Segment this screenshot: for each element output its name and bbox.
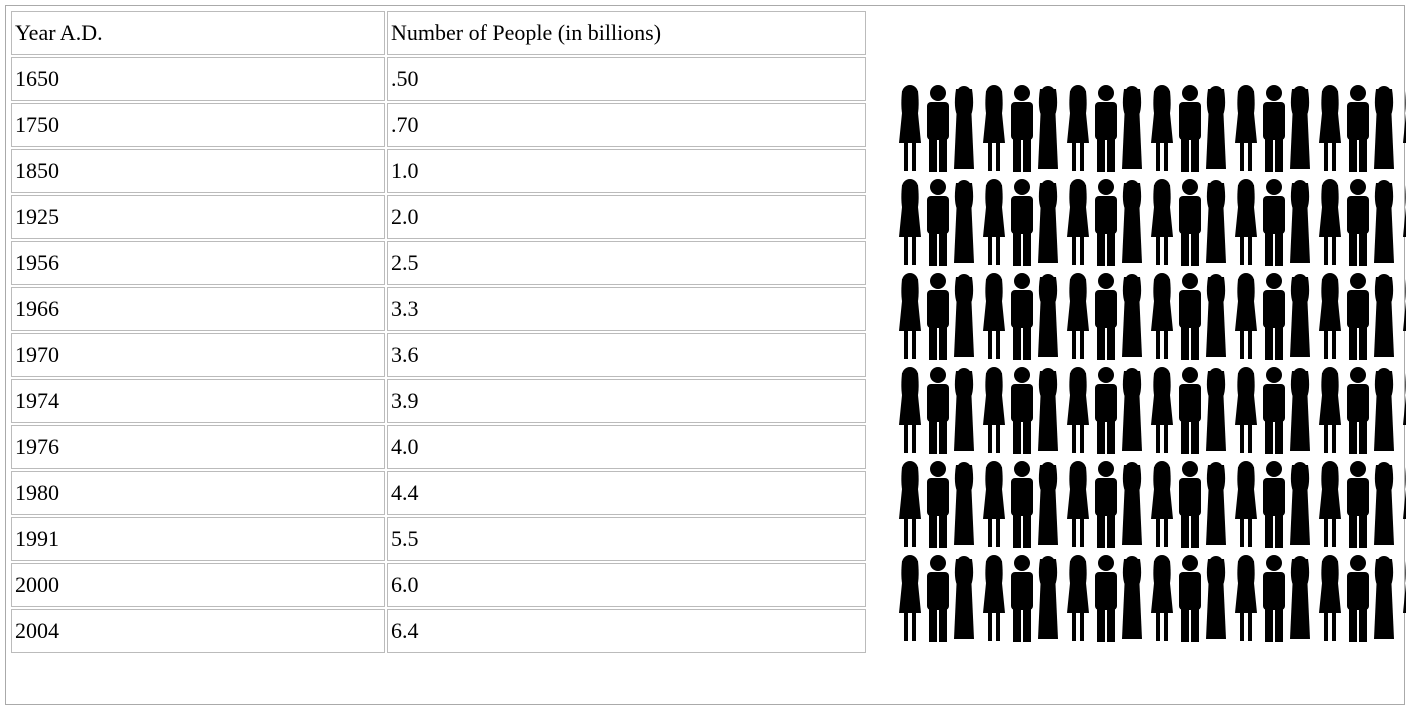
population-cell: 3.3 — [387, 287, 866, 331]
year-cell: 1976 — [11, 425, 385, 469]
population-cell: 6.0 — [387, 563, 866, 607]
year-cell: 1956 — [11, 241, 385, 285]
table-body: Year A.D. Number of People (in billions) 1… — [11, 11, 866, 653]
table-row: 2000 6.0 — [11, 563, 866, 607]
year-cell: 1974 — [11, 379, 385, 423]
population-table: Year A.D. Number of People (in billions) 1… — [9, 9, 868, 655]
year-cell: 1966 — [11, 287, 385, 331]
population-cell: 3.6 — [387, 333, 866, 377]
year-cell: 1650 — [11, 57, 385, 101]
layout-table: Year A.D. Number of People (in billions) 1… — [5, 5, 1406, 705]
table-row: 1925 2.0 — [11, 195, 866, 239]
table-row: 1991 5.5 — [11, 517, 866, 561]
year-cell: 1991 — [11, 517, 385, 561]
silhouette-pattern — [898, 81, 1406, 646]
table-row: 1956 2.5 — [11, 241, 866, 285]
year-cell: 1750 — [11, 103, 385, 147]
year-cell: 2000 — [11, 563, 385, 607]
year-cell: 1925 — [11, 195, 385, 239]
table-row: 1970 3.6 — [11, 333, 866, 377]
population-cell: 4.0 — [387, 425, 866, 469]
table-row: 2004 6.4 — [11, 609, 866, 653]
people-silhouettes — [898, 81, 1406, 646]
population-cell: 2.5 — [387, 241, 866, 285]
year-cell: 1980 — [11, 471, 385, 515]
page: Year A.D. Number of People (in billions) 1… — [5, 5, 1406, 705]
header-cell: Year A.D. — [11, 11, 385, 55]
header-row: Year A.D. Number of People (in billions) — [11, 11, 866, 55]
table-row: 1980 4.4 — [11, 471, 866, 515]
table-row: 1750.70 — [11, 103, 866, 147]
year-cell: 1970 — [11, 333, 385, 377]
population-cell: .50 — [387, 57, 866, 101]
year-cell: 2004 — [11, 609, 385, 653]
table-row: 1976 4.0 — [11, 425, 866, 469]
population-cell: 2.0 — [387, 195, 866, 239]
population-cell: 4.4 — [387, 471, 866, 515]
table-row: 1966 3.3 — [11, 287, 866, 331]
population-cell: 3.9 — [387, 379, 866, 423]
header-cell: Number of People (in billions) — [387, 11, 866, 55]
year-cell: 1850 — [11, 149, 385, 193]
population-cell: 1.0 — [387, 149, 866, 193]
population-cell: 5.5 — [387, 517, 866, 561]
table-row: 1850 1.0 — [11, 149, 866, 193]
table-row: 1650.50 — [11, 57, 866, 101]
table-row: 1974 3.9 — [11, 379, 866, 423]
population-cell: .70 — [387, 103, 866, 147]
population-cell: 6.4 — [387, 609, 866, 653]
